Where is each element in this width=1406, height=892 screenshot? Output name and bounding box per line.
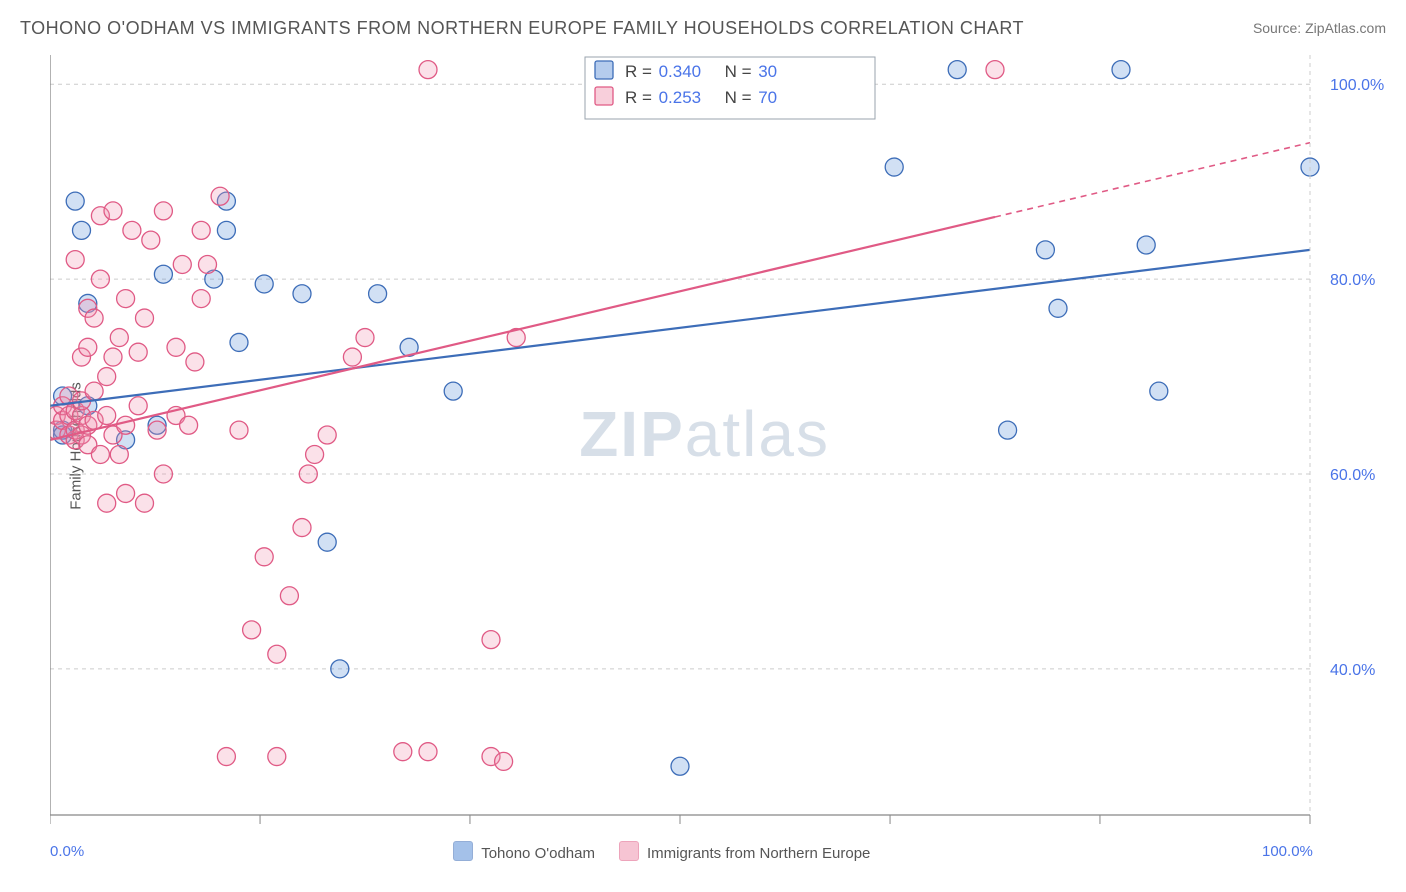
svg-text:0.340: 0.340 <box>659 62 702 81</box>
scatter-plot: 40.0%60.0%80.0%100.0%R =0.340N =30R =0.2… <box>50 55 1310 815</box>
svg-text:0.253: 0.253 <box>659 88 702 107</box>
source-label: Source: ZipAtlas.com <box>1253 20 1386 36</box>
legend-swatch <box>619 841 639 861</box>
legend-label: Immigrants from Northern Europe <box>647 845 870 862</box>
svg-text:80.0%: 80.0% <box>1330 272 1375 289</box>
x-axis-max: 100.0% <box>1262 843 1313 860</box>
legend-item: Immigrants from Northern Europe <box>619 841 870 862</box>
svg-text:N =: N = <box>725 62 752 81</box>
bottom-legend: Tohono O'odham Immigrants from Northern E… <box>453 841 870 862</box>
svg-text:70: 70 <box>758 88 777 107</box>
svg-text:R =: R = <box>625 62 652 81</box>
legend-swatch <box>453 841 473 861</box>
x-axis-min: 0.0% <box>50 843 84 860</box>
legend-label: Tohono O'odham <box>481 845 595 862</box>
legend-item: Tohono O'odham <box>453 841 595 862</box>
svg-text:N =: N = <box>725 88 752 107</box>
svg-text:R =: R = <box>625 88 652 107</box>
svg-text:40.0%: 40.0% <box>1330 662 1375 679</box>
svg-text:60.0%: 60.0% <box>1330 467 1375 484</box>
chart-title: TOHONO O'ODHAM VS IMMIGRANTS FROM NORTHE… <box>20 18 1024 38</box>
svg-text:30: 30 <box>758 62 777 81</box>
svg-text:100.0%: 100.0% <box>1330 77 1384 94</box>
